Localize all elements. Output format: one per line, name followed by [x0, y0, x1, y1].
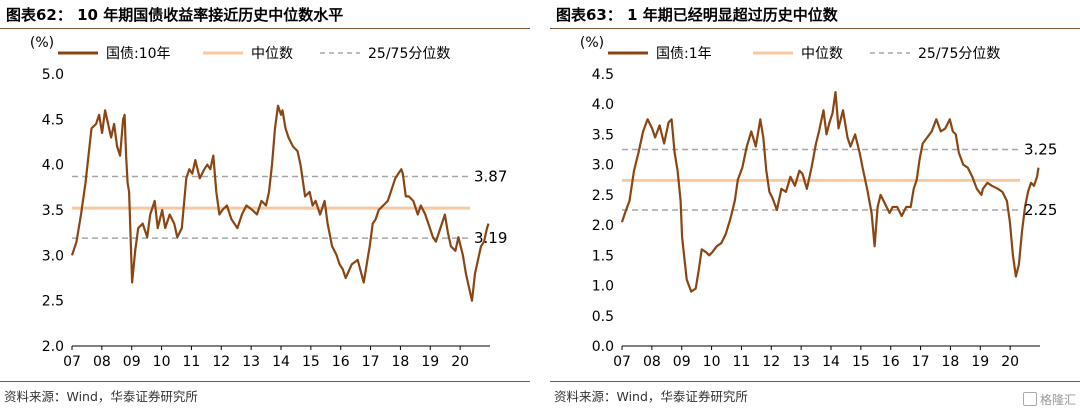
legend-label-quantile: 25/75分位数 — [368, 46, 450, 62]
x-tick-label: 19 — [971, 354, 989, 370]
y-tick-label: 4.0 — [42, 158, 64, 174]
x-tick-label: 15 — [852, 354, 870, 370]
y-tick-label: 2.0 — [592, 218, 614, 234]
y-unit-label: (%) — [30, 35, 54, 51]
y-tick-label: 2.5 — [592, 188, 614, 204]
y-tick-label: 4.0 — [592, 97, 614, 113]
chart-title-row: 图表62： 10 年期国债收益率接近历史中位数水平 — [6, 4, 526, 26]
chart-title: 1 年期已经明显超过历史中位数 — [627, 6, 838, 24]
x-tick-label: 10 — [153, 354, 171, 370]
chart-panel-left: 图表62： 10 年期国债收益率接近历史中位数水平 (%) 国债:10年 中位数 25… — [0, 0, 530, 411]
y-tick-label: 1.5 — [592, 248, 614, 264]
x-tick-label: 16 — [332, 354, 350, 370]
x-tick-label: 11 — [733, 354, 751, 370]
x-tick-label: 17 — [912, 354, 930, 370]
watermark: 格隆汇 — [1022, 391, 1076, 408]
x-tick-label: 08 — [643, 354, 661, 370]
chart-panel-right: 图表63： 1 年期已经明显超过历史中位数 (%) 国债:1年 中位数 25/75分位… — [550, 0, 1080, 411]
x-tick-label: 07 — [613, 354, 631, 370]
x-tick-label: 20 — [1001, 354, 1019, 370]
y-tick-label: 5.0 — [42, 67, 64, 83]
source-note: 资料来源：Wind，华泰证券研究所 — [4, 389, 198, 404]
x-tick-label: 13 — [242, 354, 260, 370]
y-tick-label: 4.5 — [592, 67, 614, 83]
x-tick-label: 20 — [451, 354, 469, 370]
x-tick-label: 18 — [942, 354, 960, 370]
x-tick-label: 08 — [93, 354, 111, 370]
x-tick-label: 16 — [882, 354, 900, 370]
legend: 国债:10年 中位数 25/75分位数 — [58, 46, 450, 62]
chart-title-row: 图表63： 1 年期已经明显超过历史中位数 — [556, 4, 1076, 26]
figure-label: 图表63： — [556, 6, 622, 24]
source-note: 资料来源：Wind，华泰证券研究所 — [554, 389, 748, 404]
legend-label-series: 国债:10年 — [106, 46, 171, 62]
chart-title: 10 年期国债收益率接近历史中位数水平 — [77, 6, 344, 24]
y-tick-label: 3.0 — [42, 248, 64, 264]
legend-label-median: 中位数 — [801, 46, 843, 62]
x-tick-label: 07 — [63, 354, 81, 370]
legend-label-quantile: 25/75分位数 — [918, 46, 1000, 62]
series-line — [620, 90, 1040, 293]
title-divider — [0, 28, 530, 29]
line-chart-1y: (%) 国债:1年 中位数 25/75分位数 4.5 4.0 3.5 3.0 2.5 2.0 1.5… — [580, 35, 1058, 370]
line-chart-10y: (%) 国债:10年 中位数 25/75分位数 5.0 4.5 4.0 3.5 3.0 2.5 2.… — [30, 35, 508, 370]
x-tick-label: 09 — [123, 354, 141, 370]
p25-label: 2.25 — [1024, 201, 1057, 219]
y-tick-label: 1.0 — [592, 279, 614, 295]
x-tick-label: 14 — [272, 354, 290, 370]
x-tick-label: 14 — [822, 354, 840, 370]
x-tick-label: 11 — [183, 354, 201, 370]
title-divider — [550, 28, 1080, 29]
y-tick-label: 4.5 — [42, 112, 64, 128]
y-tick-label: 3.5 — [592, 127, 614, 143]
y-tick-label: 0.5 — [592, 309, 614, 325]
legend-label-median: 中位数 — [251, 46, 293, 62]
legend: 国债:1年 中位数 25/75分位数 — [608, 46, 1000, 62]
footer-divider — [0, 381, 530, 382]
x-tick-label: 12 — [762, 354, 780, 370]
p25-label: 3.19 — [474, 229, 507, 247]
watermark-logo-icon — [1022, 392, 1037, 406]
y-tick-label: 3.0 — [592, 158, 614, 174]
x-tick-label: 09 — [673, 354, 691, 370]
footer-divider — [550, 381, 1080, 382]
x-tick-label: 12 — [212, 354, 230, 370]
x-tick-label: 19 — [421, 354, 439, 370]
legend-label-series: 国债:1年 — [656, 46, 712, 62]
series-line — [70, 104, 490, 302]
x-tick-label: 15 — [302, 354, 320, 370]
watermark-text: 格隆汇 — [1039, 393, 1076, 407]
x-tick-label: 13 — [792, 354, 810, 370]
p75-label: 3.25 — [1024, 141, 1057, 159]
x-tick-label: 10 — [703, 354, 721, 370]
y-tick-label: 3.5 — [42, 203, 64, 219]
y-tick-label: 0.0 — [592, 339, 614, 355]
y-unit-label: (%) — [580, 35, 604, 51]
p75-label: 3.87 — [474, 167, 507, 185]
y-tick-label: 2.5 — [42, 294, 64, 310]
figure-label: 图表62： — [6, 6, 72, 24]
y-tick-label: 2.0 — [42, 339, 64, 355]
x-tick-label: 17 — [362, 354, 380, 370]
x-tick-label: 18 — [392, 354, 410, 370]
